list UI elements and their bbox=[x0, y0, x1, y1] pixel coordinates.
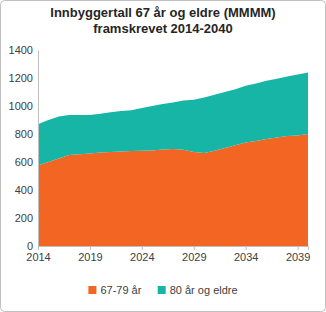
y-tick-label: 200 bbox=[15, 212, 33, 224]
chart: Innbyggertall 67 år og eldre (MMMM)frams… bbox=[0, 0, 326, 312]
legend-swatch bbox=[88, 286, 96, 294]
x-tick-label: 2019 bbox=[78, 251, 102, 263]
x-tick-label: 2014 bbox=[26, 251, 50, 263]
x-tick-mark bbox=[298, 246, 299, 250]
x-tick: 2039 bbox=[286, 246, 310, 263]
x-tick-label: 2039 bbox=[286, 251, 310, 263]
legend-swatch bbox=[158, 286, 166, 294]
y-tick-label: 1200 bbox=[9, 72, 33, 84]
legend: 67-79 år 80 år og eldre bbox=[88, 284, 237, 296]
chart-title: Innbyggertall 67 år og eldre (MMMM) bbox=[50, 5, 275, 20]
y-tick-label: 0 bbox=[27, 240, 33, 252]
legend-label: 80 år og eldre bbox=[170, 284, 238, 296]
legend-item: 80 år og eldre bbox=[158, 284, 238, 296]
plot-area bbox=[38, 72, 308, 246]
chart-title: framskrevet 2014-2040 bbox=[93, 21, 233, 36]
y-axis: 0 200 400 600 800 1000 1200 1400 bbox=[9, 44, 39, 252]
y-tick-label: 800 bbox=[15, 128, 33, 140]
y-tick-label: 1000 bbox=[9, 100, 33, 112]
y-tick: 600 bbox=[15, 156, 38, 168]
legend-label: 67-79 år bbox=[100, 284, 141, 296]
x-tick-label: 2024 bbox=[130, 251, 154, 263]
x-tick-mark bbox=[90, 246, 91, 250]
legend-item: 67-79 år bbox=[88, 284, 141, 296]
chart-frame bbox=[1, 1, 326, 312]
x-tick-mark bbox=[38, 246, 39, 250]
y-tick: 800 bbox=[15, 128, 38, 140]
area bbox=[38, 72, 308, 165]
x-tick: 2034 bbox=[234, 246, 258, 263]
x-tick-mark bbox=[142, 246, 143, 250]
y-tick: 0 bbox=[27, 240, 38, 252]
x-tick: 2019 bbox=[78, 246, 102, 263]
x-axis-line bbox=[39, 247, 309, 251]
y-tick-label: 400 bbox=[15, 184, 33, 196]
y-axis-line bbox=[38, 51, 39, 247]
y-tick: 1000 bbox=[9, 100, 38, 112]
x-tick-label: 2029 bbox=[182, 251, 206, 263]
x-axis: 2014 2019 2024 2029 2034 2039 bbox=[26, 246, 310, 263]
y-tick-label: 600 bbox=[15, 156, 33, 168]
x-tick-label: 2034 bbox=[234, 251, 258, 263]
y-tick: 1400 bbox=[9, 44, 38, 56]
x-tick: 2029 bbox=[182, 246, 206, 263]
y-tick: 1200 bbox=[9, 72, 38, 84]
y-tick-label: 1400 bbox=[9, 44, 33, 56]
x-tick: 2024 bbox=[130, 246, 154, 263]
y-tick: 400 bbox=[15, 184, 38, 196]
y-tick: 200 bbox=[15, 212, 38, 224]
x-tick-mark bbox=[246, 246, 247, 250]
x-tick-mark bbox=[194, 246, 195, 250]
